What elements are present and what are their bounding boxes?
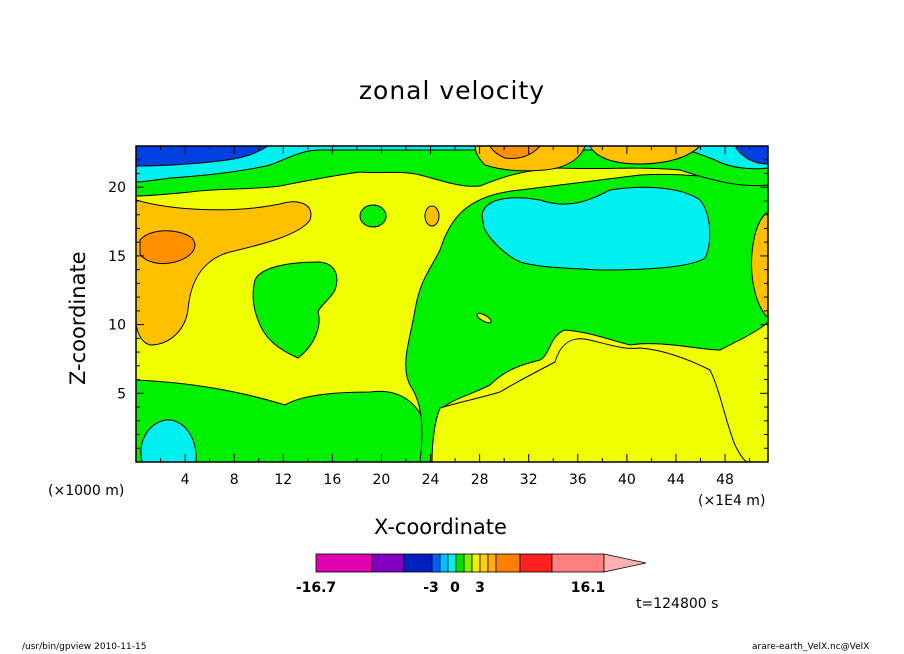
- region-orange-left: [139, 230, 196, 265]
- x-tick-label: 24: [422, 472, 440, 488]
- region-small-speck: [476, 312, 492, 324]
- colorbar-segment: [431, 553, 441, 573]
- x-unit-left: (×1000 m): [48, 483, 125, 499]
- x-tick-label: 48: [716, 472, 734, 488]
- x-tick-label: 28: [471, 472, 489, 488]
- y-tick-label: 5: [117, 386, 126, 402]
- x-tick-label: 44: [667, 472, 685, 488]
- colorbar-segment: [519, 553, 553, 573]
- colorbar-segment: [463, 553, 473, 573]
- y-tick-label: 10: [108, 318, 126, 334]
- colorbar-segment: [551, 553, 605, 573]
- time-label: t=124800 s: [636, 596, 719, 612]
- x-tick-label: 20: [373, 472, 391, 488]
- x-unit-right: (×1E4 m): [698, 493, 766, 509]
- x-axis: 4 8 12 16 20 24 28 32 36 40 44 48: [160, 146, 751, 488]
- colorbar-segment: [455, 553, 465, 573]
- colorbar-segment: [447, 553, 457, 573]
- colorbar-label: 3: [475, 580, 485, 596]
- colorbar-arrow: [603, 553, 647, 573]
- x-tick-label: 4: [181, 472, 190, 488]
- x-tick-label: 16: [323, 472, 341, 488]
- y-tick-label: 20: [108, 180, 126, 196]
- plot-frame: [135, 145, 769, 463]
- x-tick-label: 40: [618, 472, 636, 488]
- footer-right: arare-earth_VelX.nc@VelX: [752, 642, 870, 652]
- colorbar-segment: [479, 553, 489, 573]
- region-gold-right: [751, 211, 768, 319]
- colorbar-segment: [495, 553, 521, 573]
- colorbar-segment: [487, 553, 497, 573]
- region-green-island: [252, 261, 338, 359]
- y-axis: 5 10 15 20: [108, 159, 768, 449]
- colorbar: -16.7 -3 0 3 16.1: [296, 553, 647, 596]
- colorbar-segment: [403, 553, 433, 573]
- region-orange-topcenter: [489, 146, 541, 159]
- region-gold-small: [424, 205, 440, 227]
- region-blue-top: [136, 146, 269, 167]
- x-tick-label: 8: [230, 472, 239, 488]
- colorbar-label: -16.7: [296, 580, 336, 596]
- y-tick-label: 15: [108, 249, 126, 265]
- x-axis-label: X-coordinate: [374, 515, 507, 539]
- colorbar-segment: [315, 553, 373, 573]
- colorbar-segment: [471, 553, 481, 573]
- footer-left: /usr/bin/gpview 2010-11-15: [22, 642, 147, 652]
- region-yellow-bottomright: [431, 338, 749, 462]
- colorbar-label: 16.1: [571, 580, 606, 596]
- colorbar-segment: [371, 553, 405, 573]
- x-tick-label: 36: [569, 472, 587, 488]
- colorbar-segment: [439, 553, 449, 573]
- y-axis-label: Z-coordinate: [66, 251, 90, 385]
- chart-title: zonal velocity: [358, 76, 546, 105]
- region-cyan-right: [481, 186, 711, 271]
- region-cyan-top: [136, 146, 768, 183]
- region-blue-topright: [734, 146, 768, 165]
- region-green-small: [359, 204, 387, 228]
- x-tick-label: 12: [274, 472, 292, 488]
- colorbar-label: 0: [450, 580, 460, 596]
- x-tick-label: 32: [520, 472, 538, 488]
- colorbar-label: -3: [423, 580, 439, 596]
- region-cyan-bottomleft: [140, 419, 197, 462]
- region-gold-topright: [589, 146, 701, 165]
